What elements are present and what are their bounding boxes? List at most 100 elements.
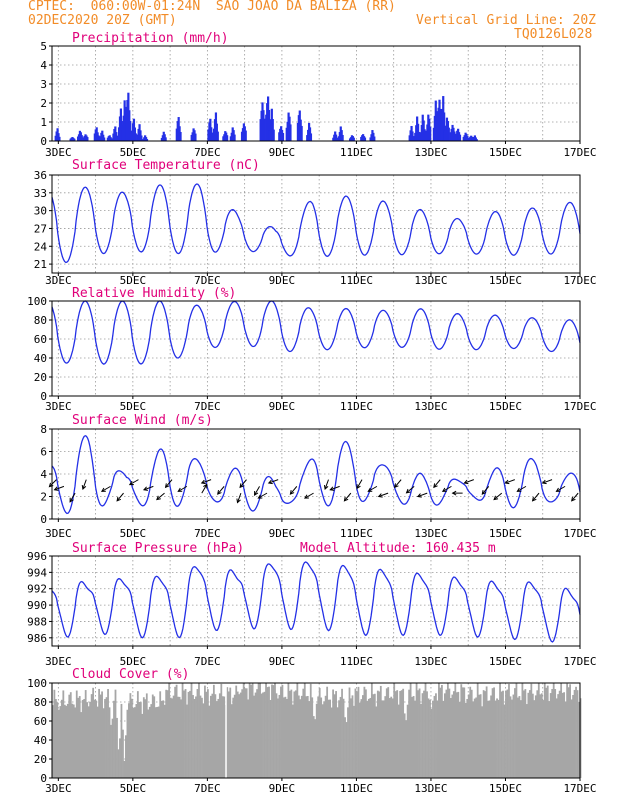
panel-frame (51, 45, 581, 142)
cloud-bar (148, 706, 151, 778)
precip-bar (300, 125, 303, 141)
cloud-bar (399, 690, 402, 778)
cloud-bar (142, 697, 145, 778)
x-tick-label: 15DEC (489, 400, 522, 413)
cloud-bar (520, 700, 522, 778)
cloud-bar (101, 691, 103, 778)
cloud-bar (126, 709, 129, 778)
cloud-bar (390, 696, 393, 778)
wind-arrowhead (377, 493, 383, 498)
cloud-bar (511, 699, 513, 778)
wind-arrowhead (451, 490, 457, 496)
cloud-bar (448, 688, 451, 778)
cloud-bar (275, 693, 278, 778)
precip-bar (58, 136, 61, 141)
y-tick-label: 0 (40, 135, 47, 148)
cloud-bar (528, 690, 531, 778)
precip-bar (110, 138, 113, 141)
cloud-bar (77, 697, 80, 778)
y-tick-label: 40 (34, 734, 47, 747)
wind-arrowhead (203, 483, 208, 489)
wind-arrowhead (555, 487, 561, 492)
wind-arrowhead (433, 483, 438, 489)
precip-bar (352, 137, 355, 141)
cloud-bar (411, 696, 413, 778)
precip-bar (145, 138, 149, 141)
cloud-bar (476, 683, 479, 778)
cloud-bar (518, 696, 521, 778)
wind-vector (493, 492, 503, 500)
x-tick-label: 9DEC (269, 400, 296, 413)
x-tick-label: 9DEC (269, 527, 296, 540)
cloud-bar (160, 700, 163, 778)
cloud-bar (59, 706, 62, 778)
cloud-bar (572, 694, 574, 778)
cloud-bar (288, 690, 291, 778)
y-tick-label: 0 (40, 772, 47, 785)
cloud-bar (260, 693, 263, 778)
cloud-bar (169, 697, 172, 778)
cloud-bar (475, 697, 478, 778)
precip-bar (73, 138, 76, 141)
header-station: CPTEC: 060:00W-01:24N SAO JOAO DA BALIZA… (28, 0, 396, 14)
cloud-bar (108, 707, 111, 778)
wind-arrowhead (254, 491, 259, 496)
x-tick-label: 3DEC (45, 274, 72, 287)
panel-cloud (49, 682, 582, 781)
cloud-bar (417, 690, 419, 778)
cloud-bar (496, 698, 498, 778)
cloud-bar (378, 691, 381, 778)
x-tick-label: 5DEC (120, 782, 147, 795)
cloud-bar (506, 689, 509, 778)
cloud-bar (372, 694, 375, 778)
cloud-bar (424, 683, 427, 778)
cloud-bar (233, 694, 236, 778)
cloud-bar (129, 693, 132, 778)
cloud-bar (87, 706, 90, 778)
wind-arrowhead (356, 484, 361, 490)
cloud-bar (65, 705, 68, 778)
cloud-bar (117, 749, 120, 778)
cloud-bar (432, 700, 434, 778)
cloud-bar (429, 699, 431, 778)
cloud-bar (314, 719, 317, 778)
cloud-bar (254, 692, 257, 778)
cloud-bar (284, 696, 287, 778)
cloud-bar (315, 703, 318, 778)
cloud-bar (74, 707, 77, 778)
cloud-bar (543, 683, 546, 778)
wind-vector (433, 479, 441, 488)
x-tick-label: 13DEC (414, 527, 447, 540)
cloud-bar (497, 699, 500, 778)
cloud-bar (546, 685, 549, 778)
cloud-bar (150, 704, 153, 778)
cloud-bar (473, 698, 476, 778)
cloud-bar (294, 690, 297, 778)
cloud-bar (321, 704, 324, 778)
x-tick-label: 7DEC (194, 527, 221, 540)
wind-vector (378, 492, 389, 498)
precip-bar (429, 126, 432, 141)
cloud-bar (478, 694, 481, 778)
x-tick-label: 9DEC (269, 782, 296, 795)
x-tick-label: 5DEC (120, 400, 147, 413)
header-model: TQ0126L028 (514, 27, 593, 42)
cloud-bar (375, 706, 378, 778)
cloud-bar (291, 704, 294, 778)
cloud-bar (181, 683, 184, 778)
wind-vector (258, 492, 268, 499)
cloud-bar (578, 701, 580, 778)
precip-bar (134, 133, 137, 141)
cloud-bar (287, 683, 290, 778)
wind-vector (101, 485, 111, 492)
cloud-bar (105, 697, 108, 778)
cloud-bar (351, 695, 354, 778)
cloud-bar (71, 703, 74, 778)
wind-vector (201, 479, 212, 484)
cloud-bar (570, 699, 573, 778)
wind-vector (304, 492, 314, 499)
y-tick-label: 992 (27, 583, 47, 596)
panel-title: Cloud Cover (%) (72, 667, 189, 682)
cloud-bar (192, 695, 194, 778)
